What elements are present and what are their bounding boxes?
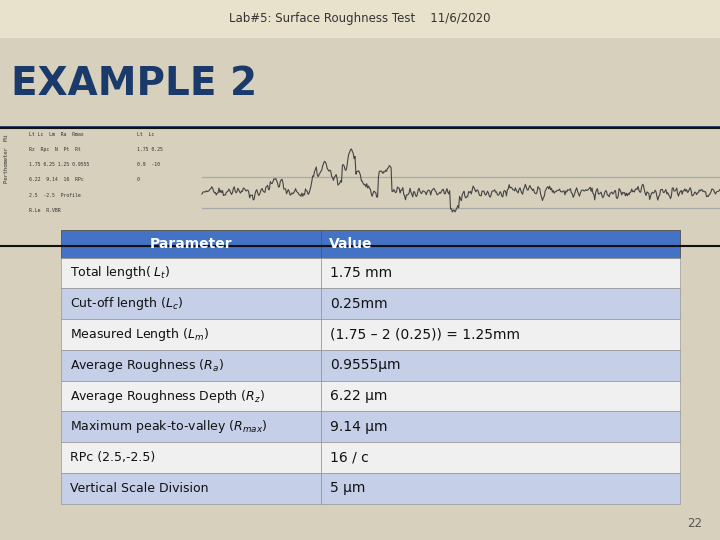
Bar bbox=[61, 258, 321, 288]
Text: EXAMPLE 2: EXAMPLE 2 bbox=[11, 65, 257, 103]
Text: 9.14 μm: 9.14 μm bbox=[330, 420, 387, 434]
Text: RPc (2.5,-2.5): RPc (2.5,-2.5) bbox=[70, 451, 155, 464]
Bar bbox=[321, 288, 680, 319]
Text: 16 / c: 16 / c bbox=[330, 451, 369, 464]
Text: Maximum peak-to-valley ($R_{max}$): Maximum peak-to-valley ($R_{max}$) bbox=[70, 418, 267, 435]
Bar bbox=[61, 473, 321, 504]
Text: (1.75 – 2 (0.25)) = 1.25mm: (1.75 – 2 (0.25)) = 1.25mm bbox=[330, 328, 520, 341]
Bar bbox=[321, 230, 680, 258]
Text: 0: 0 bbox=[137, 178, 140, 183]
Text: 1.75 0.25 1.25 0.9555: 1.75 0.25 1.25 0.9555 bbox=[29, 162, 89, 167]
Text: Lt Lc  Lm  Ra  Rmax: Lt Lc Lm Ra Rmax bbox=[29, 132, 84, 137]
Text: 22: 22 bbox=[687, 517, 702, 530]
Text: Cut-off length ($L_c$): Cut-off length ($L_c$) bbox=[70, 295, 183, 312]
Text: Lab#5: Surface Roughness Test    11/6/2020: Lab#5: Surface Roughness Test 11/6/2020 bbox=[229, 12, 491, 25]
Text: 0.9555μm: 0.9555μm bbox=[330, 359, 400, 372]
Bar bbox=[321, 258, 680, 288]
Bar bbox=[61, 442, 321, 473]
Bar bbox=[321, 411, 680, 442]
Bar bbox=[61, 381, 321, 411]
Text: Parameter: Parameter bbox=[150, 237, 233, 251]
Text: 1.75 0.25: 1.75 0.25 bbox=[137, 147, 163, 152]
Bar bbox=[321, 473, 680, 504]
Text: 6.22  9.14  16  RPc: 6.22 9.14 16 RPc bbox=[29, 178, 84, 183]
Text: 5 μm: 5 μm bbox=[330, 482, 365, 495]
Bar bbox=[321, 381, 680, 411]
Text: 0.9  -10: 0.9 -10 bbox=[137, 162, 160, 167]
Bar bbox=[61, 411, 321, 442]
Bar bbox=[61, 350, 321, 381]
Text: Perthometer  Mi: Perthometer Mi bbox=[4, 134, 9, 183]
Text: Average Roughness Depth ($R_z$): Average Roughness Depth ($R_z$) bbox=[70, 388, 265, 404]
Text: Vertical Scale Division: Vertical Scale Division bbox=[70, 482, 208, 495]
Text: 1.75 mm: 1.75 mm bbox=[330, 266, 392, 280]
Text: Rz  Rpc  N  Pt  Rt: Rz Rpc N Pt Rt bbox=[29, 147, 81, 152]
Bar bbox=[0, 0, 720, 38]
Text: R.Le  R.VBR: R.Le R.VBR bbox=[29, 208, 60, 213]
Bar bbox=[61, 230, 321, 258]
Bar bbox=[321, 442, 680, 473]
Text: 6.22 μm: 6.22 μm bbox=[330, 389, 387, 403]
Text: Measured Length ($L_m$): Measured Length ($L_m$) bbox=[70, 326, 209, 343]
Bar bbox=[61, 288, 321, 319]
Bar bbox=[0, 40, 720, 124]
Text: Average Roughness ($R_a$): Average Roughness ($R_a$) bbox=[70, 357, 224, 374]
Text: 0.25mm: 0.25mm bbox=[330, 297, 387, 310]
Text: Lt  Lc: Lt Lc bbox=[137, 132, 154, 137]
Text: 2.5  -2.5  Profile: 2.5 -2.5 Profile bbox=[29, 193, 81, 198]
Text: Value: Value bbox=[328, 237, 372, 251]
Bar bbox=[321, 350, 680, 381]
Bar bbox=[61, 319, 321, 350]
Text: Total length( $L_t$): Total length( $L_t$) bbox=[70, 265, 171, 281]
Bar bbox=[321, 319, 680, 350]
